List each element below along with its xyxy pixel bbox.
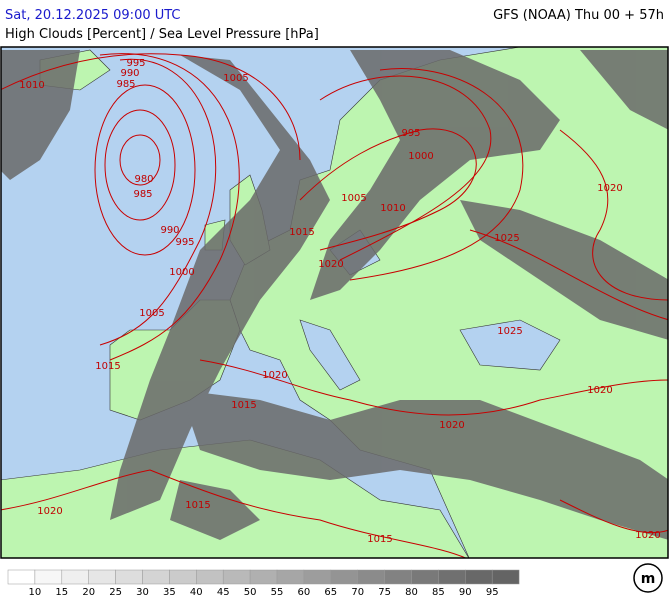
legend-swatch: [276, 569, 305, 585]
isobar-label: 1015: [185, 500, 210, 511]
map-frame: [0, 46, 669, 559]
legend-swatch: [169, 569, 197, 585]
legend-swatch: [411, 569, 439, 585]
isobar-label: 1000: [408, 151, 433, 162]
legend-label: 40: [190, 587, 203, 598]
isobar-label: 1020: [597, 183, 622, 194]
legend-swatch: [196, 569, 224, 585]
legend-label: 65: [324, 587, 337, 598]
isobar-label: 1020: [587, 385, 612, 396]
legend-swatch: [330, 569, 358, 585]
isobar-label: 1005: [139, 308, 164, 319]
legend-label: 10: [29, 587, 42, 598]
isobar-label: 990: [120, 68, 139, 79]
legend-swatch: [465, 569, 493, 585]
high-clouds: [1, 50, 668, 540]
legend-swatch: [88, 569, 116, 585]
legend-label: 95: [486, 587, 499, 598]
legend-label: 45: [217, 587, 230, 598]
isobar-label: 990: [160, 225, 179, 236]
isobar-label: 1015: [231, 400, 256, 411]
legend-label: 70: [351, 587, 364, 598]
isobar-label: 1010: [19, 80, 44, 91]
legend-label: 30: [136, 587, 149, 598]
legend-swatch: [222, 569, 251, 585]
logo-text: m: [641, 571, 656, 587]
isobar-label: 1020: [37, 506, 62, 517]
legend-label: 50: [244, 587, 257, 598]
logo[interactable]: [633, 563, 663, 593]
isobar-label: 995: [175, 237, 194, 248]
isobar-label: 1020: [439, 420, 464, 431]
legend-swatch: [249, 569, 278, 585]
isobar-label: 985: [116, 79, 135, 90]
isobars: [1, 53, 668, 558]
legend-label: 85: [432, 587, 445, 598]
legend-label: 90: [459, 587, 472, 598]
model-run: GFS (NOAA) Thu 00 + 57h: [493, 8, 664, 23]
legend-swatch: [61, 569, 89, 585]
legend-swatch: [7, 569, 36, 585]
legend: 10 15 20 25 30 35 40 45 50 55 60 65 70 75 80 85 90 95: [7, 569, 520, 598]
field-title: High Clouds [Percent] / Sea Level Pressu…: [5, 27, 319, 42]
isobar-label: 980: [134, 174, 153, 185]
valid-time: Sat, 20.12.2025 09:00 UTC: [5, 8, 181, 23]
isobar-label: 1025: [494, 233, 519, 244]
legend-swatch: [384, 569, 412, 585]
isobar-label: 1020: [262, 370, 287, 381]
isobar-label: 1015: [289, 227, 314, 238]
isobar-label: 995: [126, 58, 145, 69]
isobar-label: 1020: [318, 259, 343, 270]
isobar-label: 1015: [95, 361, 120, 372]
legend-swatch: [357, 569, 385, 585]
legend-swatch: [491, 569, 520, 585]
legend-swatch: [303, 569, 332, 585]
isobar-label: 995: [401, 128, 420, 139]
legend-label: 35: [163, 587, 176, 598]
map: 1010995990985100598098599099510001005101…: [1, 47, 668, 558]
legend-label: 15: [55, 587, 68, 598]
isobar-label: 1020: [635, 530, 660, 541]
isobar-label: 1015: [367, 534, 392, 545]
legend-label: 60: [298, 587, 311, 598]
legend-swatch: [142, 569, 170, 585]
isobar-labels: 1010995990985100598098599099510001005101…: [19, 58, 660, 545]
isobar-label: 1005: [341, 193, 366, 204]
legend-label: 80: [405, 587, 418, 598]
legend-label: 25: [109, 587, 122, 598]
legend-label: 20: [82, 587, 95, 598]
isobar-label: 1025: [497, 326, 522, 337]
legend-label: 55: [271, 587, 284, 598]
legend-swatch: [438, 569, 466, 585]
isobar-label: 1000: [169, 267, 194, 278]
legend-swatch: [34, 569, 63, 585]
isobar-label: 1010: [380, 203, 405, 214]
legend-label: 75: [378, 587, 391, 598]
isobar-label: 1005: [223, 73, 248, 84]
legend-swatch: [115, 569, 143, 585]
isobar-label: 985: [133, 189, 152, 200]
